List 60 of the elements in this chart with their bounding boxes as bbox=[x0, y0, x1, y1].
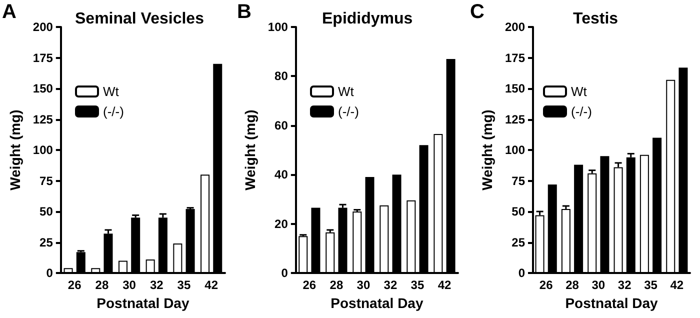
legend-label: (-/-) bbox=[338, 104, 359, 119]
y-tick-label: 75 bbox=[40, 174, 54, 188]
legend-label: Wt bbox=[103, 84, 120, 99]
y-axis-title: Weight (mg) bbox=[479, 110, 496, 190]
x-tick-label: 28 bbox=[566, 278, 580, 292]
x-tick-label: 30 bbox=[356, 278, 370, 292]
x-tick-label: 32 bbox=[150, 278, 164, 292]
x-tick-label: 28 bbox=[95, 278, 109, 292]
y-tick-label: 175 bbox=[32, 50, 54, 65]
y-tick-label: 100 bbox=[504, 143, 526, 157]
y-tick-label: 150 bbox=[32, 82, 54, 96]
legend-label: (-/-) bbox=[571, 104, 592, 119]
y-tick-label: 100 bbox=[32, 143, 54, 157]
y-axis-title: Weight (mg) bbox=[7, 110, 23, 190]
y-tick-label: 0 bbox=[281, 266, 288, 280]
x-tick-label: 42 bbox=[204, 278, 218, 292]
y-tick-label: 25 bbox=[40, 235, 54, 250]
y-tick-label: 0 bbox=[518, 266, 526, 280]
x-tick-label: 32 bbox=[618, 278, 632, 292]
x-tick-label: 26 bbox=[539, 278, 554, 292]
x-tick-label: 30 bbox=[122, 278, 136, 292]
y-tick-label: 50 bbox=[512, 204, 526, 218]
x-tick-label: 26 bbox=[302, 278, 316, 292]
x-tick-label: 42 bbox=[438, 278, 452, 292]
chart-title: Epididymus bbox=[322, 10, 413, 28]
y-tick-label: 200 bbox=[504, 20, 526, 34]
chart-title: Testis bbox=[573, 10, 618, 28]
y-tick-label: 75 bbox=[512, 174, 526, 188]
legend-label: Wt bbox=[338, 84, 354, 99]
y-tick-label: 50 bbox=[40, 204, 54, 218]
legend-label: (-/-) bbox=[103, 104, 124, 119]
x-axis-title: Postnatal Day bbox=[330, 294, 424, 311]
y-tick-label: 0 bbox=[46, 266, 54, 280]
x-tick-label: 26 bbox=[68, 278, 82, 292]
y-axis-title: Weight (mg) bbox=[242, 110, 258, 190]
y-tick-label: 200 bbox=[32, 20, 54, 34]
text: A bbox=[2, 1, 16, 23]
y-tick-label: 40 bbox=[274, 168, 288, 182]
x-tick-label: 28 bbox=[330, 278, 344, 292]
x-tick-label: 32 bbox=[384, 278, 398, 292]
y-tick-label: 150 bbox=[504, 82, 526, 96]
legend-label: Wt bbox=[571, 84, 588, 99]
x-tick-label: 35 bbox=[410, 278, 424, 292]
x-axis-title: Postnatal Day bbox=[96, 294, 190, 311]
y-tick-label: 60 bbox=[274, 118, 288, 132]
x-tick-label: 35 bbox=[644, 278, 658, 292]
text: B bbox=[237, 1, 252, 23]
y-tick-label: 80 bbox=[274, 69, 288, 84]
y-tick-label: 175 bbox=[504, 50, 526, 65]
text: C bbox=[470, 1, 484, 23]
y-tick-label: 20 bbox=[274, 216, 288, 231]
x-tick-label: 42 bbox=[670, 278, 684, 292]
y-tick-label: 25 bbox=[512, 235, 526, 250]
chart-title: Seminal Vesicles bbox=[75, 10, 204, 28]
x-tick-label: 30 bbox=[592, 278, 606, 292]
y-tick-label: 125 bbox=[32, 112, 54, 126]
x-tick-label: 35 bbox=[177, 278, 191, 292]
y-tick-label: 100 bbox=[268, 20, 288, 34]
y-tick-label: 125 bbox=[504, 112, 526, 126]
x-axis-title: Postnatal Day bbox=[565, 294, 658, 311]
